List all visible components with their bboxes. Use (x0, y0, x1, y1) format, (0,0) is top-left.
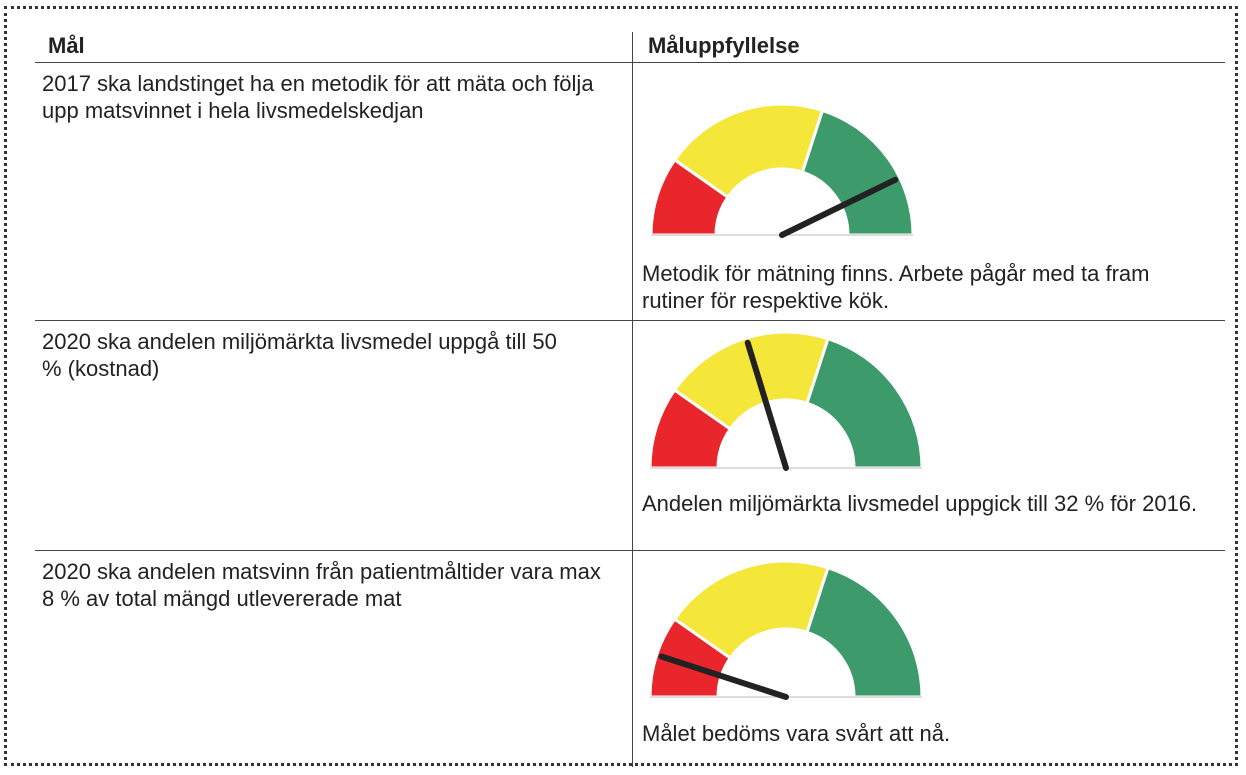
gauge-needle (744, 339, 789, 471)
goal-text: 2020 ska andelen matsvinn från patientmå… (42, 559, 601, 611)
gauge-segment (672, 559, 830, 661)
dotted-frame (4, 6, 1238, 766)
goal-text: 2017 ska landstinget ha en metodik för a… (42, 71, 594, 123)
header-goal: Mål (48, 33, 85, 58)
column-divider (632, 32, 633, 767)
header-status: Måluppfyllelse (648, 33, 800, 58)
gauge-segment (805, 565, 924, 699)
gauge-needle (779, 176, 899, 238)
status-text: Metodik för mätning finns. Arbete pågår … (642, 261, 1150, 313)
row-line (35, 550, 1225, 551)
gauge-segment (672, 102, 825, 200)
row-line (35, 320, 1225, 321)
gauge-segment (805, 336, 924, 470)
gauge-needle (658, 653, 789, 700)
status-text: Målet bedöms vara svårt att nå. (642, 721, 951, 746)
gauge-segment (672, 330, 830, 432)
gauge-segment (800, 108, 915, 237)
status-text: Andelen miljömärkta livsmedel uppgick ti… (642, 491, 1198, 516)
goal-text: 2020 ska andelen miljömärkta livsmedel u… (42, 329, 557, 381)
row-line (35, 62, 1225, 63)
